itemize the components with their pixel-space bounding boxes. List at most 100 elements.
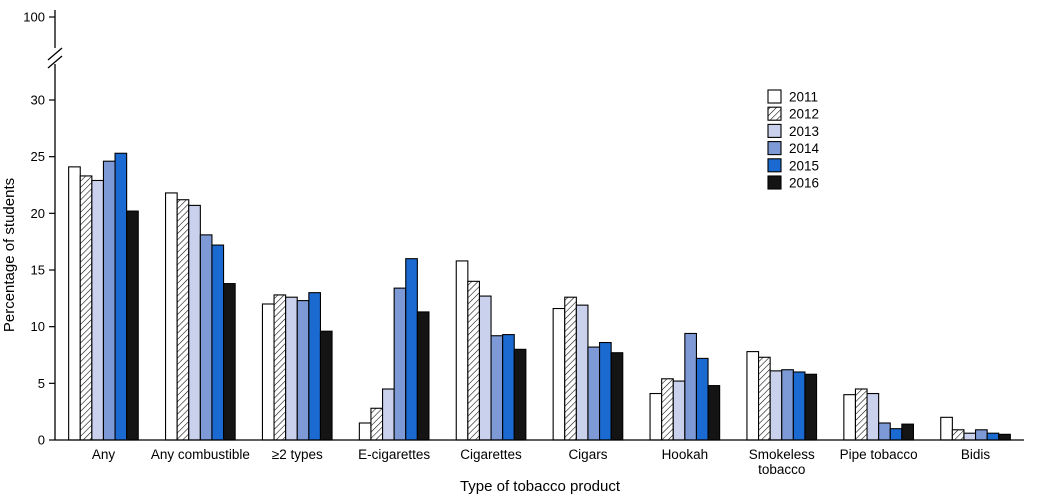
bar-2013-any-combustible: [188, 204, 201, 441]
bar-2014-cigarettes: [490, 335, 504, 441]
bar-2014-smokeless-tobacco: [781, 369, 794, 441]
legend-swatch-2014: [767, 141, 782, 156]
bar-2016-smokeless-tobacco: [804, 373, 818, 441]
bar-2011-cigarettes: [455, 260, 469, 441]
legend-item-2012: 2012: [767, 106, 819, 122]
legend-label-2015: 2015: [789, 158, 819, 173]
bar-2013-e-cigarettes: [381, 388, 395, 441]
legend-label-2013: 2013: [789, 124, 819, 139]
bar-2013--2-types: [285, 296, 298, 441]
bar-2014-bidis: [974, 429, 988, 441]
bar-2011-e-cigarettes: [358, 422, 372, 441]
bar-2012-any: [79, 175, 93, 441]
axis-break-gap: [53, 48, 57, 64]
x-category-label: Any: [92, 447, 116, 462]
bar-2016-cigarettes: [513, 348, 527, 441]
axes-layer: 0 5 10 15 20 25 30 100: [23, 10, 1024, 448]
bar-2011-hookah: [649, 392, 663, 441]
bar-2016-hookah: [707, 385, 721, 441]
axis-break-slash: [47, 55, 63, 69]
bar-2012-e-cigarettes: [370, 407, 384, 441]
bar-2012-smokeless-tobacco: [757, 356, 771, 441]
x-category-labels: Any Any combustible ≥2 types E-cigarettes Ci…: [92, 447, 991, 477]
bar-2015-smokeless-tobacco: [792, 371, 806, 441]
x-category-label: Pipe tobacco: [840, 447, 918, 462]
bar-2015-bidis: [986, 432, 1000, 441]
bar-2012-bidis: [951, 429, 965, 441]
bar-2016-pipe-tobacco: [901, 423, 914, 441]
bar-2015-cigars: [598, 341, 612, 441]
x-category-label: Any combustible: [151, 447, 250, 462]
bar-2015-hookah: [695, 357, 709, 441]
y-tick-label: 25: [31, 149, 45, 164]
y-tick-label: 15: [31, 263, 45, 278]
legend-swatch-2013: [767, 123, 782, 138]
y-tick-label: 5: [38, 376, 45, 391]
bar-2015-pipe-tobacco: [889, 428, 903, 441]
bar-2011-any-combustible: [165, 192, 178, 441]
legend-label-2012: 2012: [789, 107, 819, 122]
bar-2011-smokeless-tobacco: [746, 351, 760, 441]
bar-2013-smokeless-tobacco: [769, 370, 783, 441]
x-category-label: Cigars: [568, 447, 607, 462]
bar-2012--2-types: [273, 294, 287, 441]
y-tick-label: 0: [38, 433, 45, 448]
bar-2015-any-combustible: [211, 244, 225, 441]
bar-2015-cigarettes: [502, 334, 515, 441]
bar-2012-hookah: [661, 378, 674, 441]
x-category-label: Hookah: [662, 447, 709, 462]
bar-2012-any-combustible: [176, 199, 190, 441]
bar-2016--2-types: [319, 330, 333, 441]
legend-label-2016: 2016: [789, 176, 819, 191]
bar-2014-any: [102, 160, 116, 441]
bar-2012-cigarettes: [467, 280, 481, 441]
bar-2016-any: [126, 210, 139, 441]
x-category-label: Smokeless tobacco: [749, 447, 815, 477]
bar-2015--2-types: [308, 292, 322, 441]
legend-swatch-2016: [767, 175, 782, 190]
x-category-label: E-cigarettes: [358, 447, 430, 462]
x-axis-title: Type of tobacco product: [460, 478, 621, 495]
legend-swatch-2011: [767, 89, 782, 104]
bar-2014--2-types: [296, 300, 310, 441]
bar-2013-bidis: [963, 432, 977, 441]
bar-2016-e-cigarettes: [416, 311, 430, 441]
x-category-label: Bidis: [961, 447, 991, 462]
legend: 2011 2012 2013 2014 2015 2016: [767, 89, 820, 191]
bar-2013-cigarettes: [478, 295, 492, 441]
bar-2014-e-cigarettes: [393, 287, 407, 441]
y-tick-label: 30: [31, 93, 45, 108]
legend-item-2011: 2011: [767, 89, 818, 105]
bars-layer: [68, 152, 1011, 441]
legend-label-2014: 2014: [789, 141, 820, 156]
bar-2014-hookah: [684, 332, 697, 441]
bar-2013-cigars: [575, 304, 589, 441]
bar-2014-pipe-tobacco: [878, 422, 891, 441]
legend-item-2015: 2015: [767, 158, 819, 173]
bar-2015-e-cigarettes: [405, 258, 418, 441]
bar-2012-cigars: [564, 296, 577, 441]
legend-item-2013: 2013: [767, 123, 819, 139]
y-tick-label-100: 100: [23, 10, 45, 25]
y-axis-title: Percentage of students: [1, 178, 18, 332]
bar-2015-any: [114, 152, 128, 441]
bar-2011-pipe-tobacco: [843, 394, 856, 441]
bar-2011-bidis: [940, 416, 953, 441]
bar-2014-any-combustible: [199, 234, 213, 441]
bar-2011-any: [68, 166, 81, 441]
y-tick-label: 20: [31, 206, 45, 221]
y-tick-label: 10: [31, 319, 45, 334]
bar-2016-bidis: [998, 433, 1011, 441]
bar-2016-any-combustible: [223, 283, 236, 441]
axis-break-slash: [47, 47, 63, 61]
bar-2012-pipe-tobacco: [854, 388, 868, 441]
bar-2011-cigars: [552, 307, 566, 441]
legend-swatch-2015: [767, 158, 782, 173]
legend-swatch-2012: [767, 106, 782, 121]
bar-2013-hookah: [672, 380, 686, 441]
legend-label-2011: 2011: [789, 90, 818, 105]
bar-2014-cigars: [587, 346, 601, 441]
legend-item-2016: 2016: [767, 175, 819, 191]
